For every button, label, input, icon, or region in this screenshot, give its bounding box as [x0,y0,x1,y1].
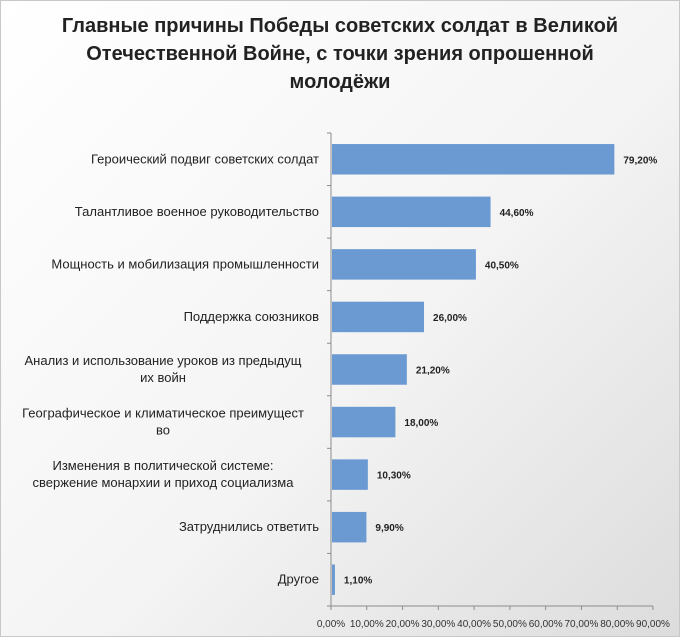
x-tick-label: 0,00% [317,619,345,630]
bar [332,564,335,595]
category-label: Изменения в политической системе: [52,458,273,473]
x-tick-label: 60,00% [529,619,563,630]
data-label: 9,90% [375,523,403,534]
category-label: во [156,423,170,438]
x-tick-label: 40,00% [457,619,491,630]
bar [332,301,425,333]
data-label: 40,50% [485,260,519,271]
bar [332,459,368,490]
category-label: Географическое и климатическое преимущес… [22,406,304,421]
x-tick-label: 20,00% [386,619,420,630]
category-label: Талантливое военное руководительство [75,204,319,219]
bar [332,354,407,385]
x-tick-label: 90,00% [636,619,670,630]
category-label: Анализ и использование уроков из предыду… [25,353,302,368]
data-label: 10,30% [377,471,411,482]
data-label: 18,00% [404,418,438,429]
bar [332,144,615,175]
x-tick-label: 30,00% [421,619,455,630]
data-label: 1,10% [344,576,372,587]
bar [332,406,396,438]
category-label: свержение монархии и приход социализма [33,475,295,490]
category-label: Поддержка союзников [184,309,320,324]
bar [332,196,491,228]
x-tick-label: 50,00% [493,619,527,630]
category-label: Другое [278,572,319,587]
data-label: 79,20% [623,155,657,166]
bar [332,249,476,280]
bar [332,511,367,543]
category-label: их войн [140,370,186,385]
data-label: 26,00% [433,313,467,324]
category-label: Мощность и мобилизация промышленности [51,256,319,271]
chart-title: Главные причины Победы советских солдат … [61,15,619,93]
x-tick-label: 10,00% [350,619,384,630]
category-label: Затруднились ответить [179,519,319,534]
data-label: 44,60% [500,208,534,219]
data-label: 21,20% [416,366,450,377]
x-tick-label: 80,00% [600,619,634,630]
category-label: Героический подвиг советских солдат [91,151,319,166]
x-tick-label: 70,00% [564,619,598,630]
